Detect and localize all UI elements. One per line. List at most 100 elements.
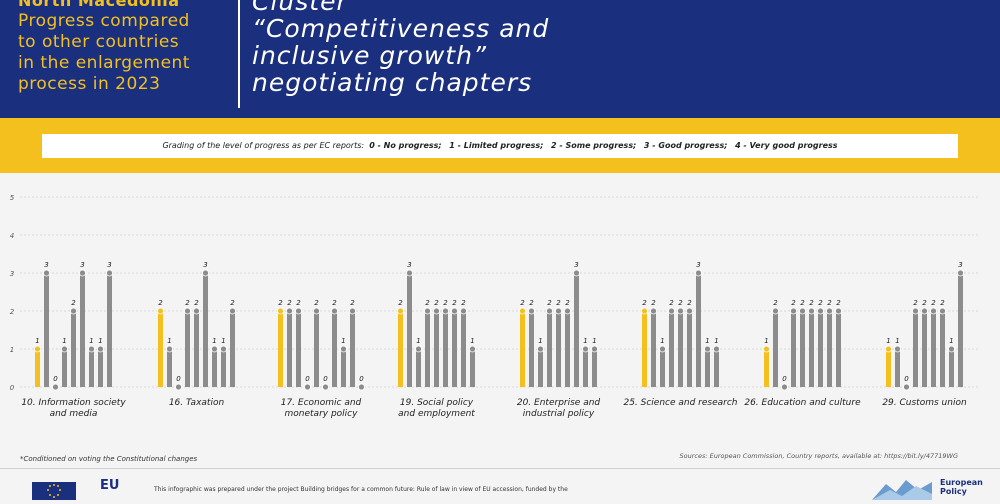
bar: [818, 311, 823, 387]
bar: [107, 273, 112, 387]
bar-marker: [650, 307, 657, 315]
bar-marker: [677, 307, 684, 315]
bar-marker: [211, 345, 218, 353]
category-label: 10. Information society: [21, 398, 126, 408]
bar: [35, 349, 40, 387]
european-policy-logo: European Policy: [940, 478, 983, 496]
bar: [705, 349, 710, 387]
bar-marker: [52, 383, 59, 391]
bar: [529, 311, 534, 387]
bar: [167, 349, 172, 387]
bar: [470, 349, 475, 387]
category-label: 20. Enterprise and: [517, 398, 601, 408]
bar-marker: [322, 383, 329, 391]
cluster-line-3: inclusive growth”: [252, 41, 487, 70]
value-label: 2: [556, 299, 561, 307]
value-label: 1: [341, 337, 345, 345]
value-label: 0: [323, 375, 328, 383]
bar: [221, 349, 226, 387]
value-label: 2: [461, 299, 466, 307]
value-label: 0: [305, 375, 310, 383]
y-tick-label: 3: [10, 270, 14, 278]
bar: [809, 311, 814, 387]
value-label: 2: [398, 299, 403, 307]
value-label: 2: [158, 299, 163, 307]
bar: [940, 311, 945, 387]
bar-marker: [591, 345, 598, 353]
value-label: 2: [278, 299, 283, 307]
bar-marker: [406, 269, 413, 277]
value-label: 2: [922, 299, 927, 307]
category-label: 16. Taxation: [169, 398, 225, 408]
eu-logo: EU: [100, 478, 120, 493]
value-label: 3: [44, 261, 48, 269]
subtitle-line-1: Progress compared: [18, 11, 190, 31]
bar-marker: [555, 307, 562, 315]
value-label: 2: [913, 299, 918, 307]
value-label: 0: [53, 375, 58, 383]
bar: [71, 311, 76, 387]
category-label: and employment: [398, 409, 475, 419]
bar: [278, 311, 283, 387]
bar: [520, 311, 525, 387]
header-right: Cluster “Competitiveness and inclusive g…: [252, 0, 549, 96]
footnote: *Conditioned on voting the Constitutiona…: [20, 455, 198, 463]
bar-marker: [826, 307, 833, 315]
value-label: 2: [547, 299, 552, 307]
bar: [669, 311, 674, 387]
bar-marker: [772, 307, 779, 315]
bar-marker: [88, 345, 95, 353]
bar-marker: [790, 307, 797, 315]
bar-marker: [184, 307, 191, 315]
bar: [350, 311, 355, 387]
ep-line-1: European: [940, 478, 983, 487]
value-label: 2: [940, 299, 945, 307]
subtitle-line-2: to other countries: [18, 32, 180, 52]
bar: [434, 311, 439, 387]
bar-marker: [277, 307, 284, 315]
value-label: 0: [782, 375, 787, 383]
category-label: industrial policy: [523, 409, 595, 419]
bar: [583, 349, 588, 387]
category-label: 25. Science and research: [623, 398, 737, 408]
category-label: 19. Social policy: [400, 398, 474, 408]
grading-intro: Grading of the level of progress as per …: [162, 141, 365, 150]
bar-marker: [573, 269, 580, 277]
value-label: 3: [574, 261, 578, 269]
value-label: 3: [407, 261, 411, 269]
bar-marker: [695, 269, 702, 277]
bar: [773, 311, 778, 387]
bar: [696, 273, 701, 387]
bar: [714, 349, 719, 387]
bar-marker: [582, 345, 589, 353]
bar-marker: [70, 307, 77, 315]
grading-legend: Grading of the level of progress as per …: [42, 134, 958, 158]
value-label: 1: [212, 337, 216, 345]
value-label: 2: [818, 299, 823, 307]
value-label: 1: [221, 337, 225, 345]
bar: [332, 311, 337, 387]
bar-marker: [442, 307, 449, 315]
bar: [687, 311, 692, 387]
value-label: 2: [443, 299, 448, 307]
bar-marker: [686, 307, 693, 315]
bar-marker: [668, 307, 675, 315]
value-label: 1: [538, 337, 542, 345]
bar-marker: [43, 269, 50, 277]
bar: [574, 273, 579, 387]
bar-marker: [175, 383, 182, 391]
bar-marker: [460, 307, 467, 315]
value-label: 2: [651, 299, 656, 307]
y-tick-label: 4: [10, 232, 14, 240]
bar-marker: [61, 345, 68, 353]
bar: [958, 273, 963, 387]
bar: [791, 311, 796, 387]
bar: [895, 349, 900, 387]
value-label: 2: [332, 299, 337, 307]
bar: [158, 311, 163, 387]
bar: [314, 311, 319, 387]
value-label: 3: [958, 261, 962, 269]
bar: [341, 349, 346, 387]
bar: [62, 349, 67, 387]
cluster-line-2: “Competitiveness and: [252, 14, 550, 43]
